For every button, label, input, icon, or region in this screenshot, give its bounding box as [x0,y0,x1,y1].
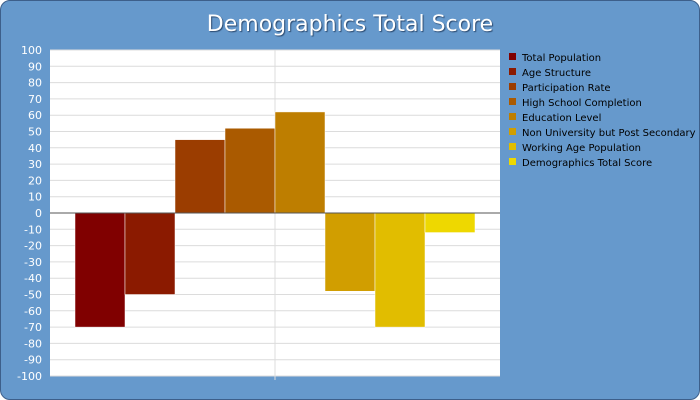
y-tick-label: 0 [35,207,42,220]
y-tick-label: 20 [28,174,42,187]
legend-label: Participation Rate [522,83,611,94]
chart-title: Demographics Total Score [206,12,494,37]
legend-swatch [509,53,516,60]
legend-swatch [509,113,516,120]
legend-label: High School Completion [522,98,642,109]
y-tick-label: -30 [24,256,42,269]
legend-label: Age Structure [522,68,591,79]
legend-label: Total Population [521,53,601,64]
y-tick-label: 10 [28,191,42,204]
y-tick-label: 100 [21,44,42,57]
y-tick-label: -20 [24,240,42,253]
y-tick-label: -70 [24,321,42,334]
y-tick-label: -90 [24,354,42,367]
y-tick-label: 70 [28,93,42,106]
y-tick-label: -50 [24,289,42,302]
bar-non-university-but-post-secondary [324,212,376,292]
y-tick-label: -80 [24,337,42,350]
y-tick-label: -10 [24,223,42,236]
legend-swatch [509,158,516,165]
y-tick-label: 80 [28,77,42,90]
bar-education-level [274,111,326,214]
legend-swatch [509,128,516,135]
bar-participation-rate [174,139,226,214]
y-tick-label: 60 [28,109,42,122]
y-tick-label: 90 [28,60,42,73]
y-tick-label: -100 [17,370,42,383]
y-tick-label: 30 [28,158,42,171]
bar-total-population [74,212,126,328]
y-tick-label: 40 [28,142,42,155]
bar-working-age-population [374,212,426,328]
legend-label: Education Level [522,113,601,124]
legend-swatch [509,143,516,150]
legend-swatch [509,68,516,75]
y-tick-label: 50 [28,126,42,139]
bar-age-structure [124,212,176,295]
legend-label: Demographics Total Score [522,158,652,169]
bar-high-school-completion [224,127,276,214]
bar-demographics-total-score [424,212,476,233]
legend-swatch [509,98,516,105]
legend-label: Non University but Post Secondary [522,128,696,139]
y-tick-label: -40 [24,272,42,285]
legend-swatch [509,83,516,90]
y-tick-label: -60 [24,305,42,318]
legend-label: Working Age Population [522,143,641,154]
